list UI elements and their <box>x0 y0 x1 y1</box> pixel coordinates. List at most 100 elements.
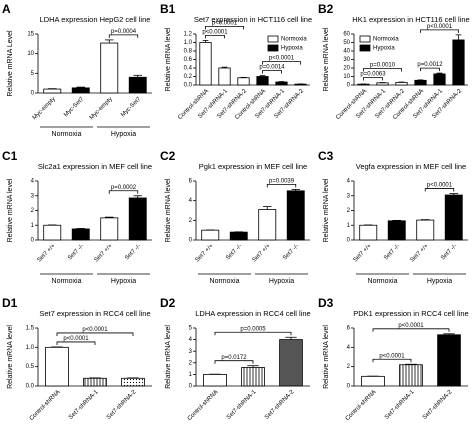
y-tick-label: 4 <box>347 345 351 351</box>
chart-title: LDHA expression HepG2 cell line <box>40 15 151 24</box>
y-axis-label: Relative mRNA level <box>7 178 14 242</box>
bar <box>71 87 90 94</box>
p-value: p<0.0001 <box>63 336 89 342</box>
significance-bracket <box>56 341 96 345</box>
legend-swatch <box>359 44 371 52</box>
y-tick-label: 3 <box>31 193 35 199</box>
significance-bracket <box>420 29 459 33</box>
x-tick-label: Set7 -/- <box>440 243 458 261</box>
y-tick-label: 2 <box>189 360 193 366</box>
y-tick-label: 4 <box>189 198 193 204</box>
group-label: Normoxia <box>52 131 82 138</box>
p-value: p=0.0039 <box>269 178 295 184</box>
bar <box>258 209 277 241</box>
y-tick-label: 40 <box>343 49 350 55</box>
group-label: Hypoxia <box>269 278 294 285</box>
y-tick-label: 10 <box>343 74 350 80</box>
legend-label: Hypoxia <box>373 46 395 52</box>
x-tick-label: Set7 -/- <box>124 243 142 261</box>
y-tick-label: 30 <box>343 57 350 63</box>
x-tick-label: Set7 -/- <box>282 243 300 261</box>
bar <box>237 77 250 86</box>
y-tick-label: 1.2 <box>184 32 193 38</box>
y-axis-label: Relative mRNA level <box>323 27 330 91</box>
p-value: p=0.0010 <box>370 63 396 69</box>
y-tick-label: 2 <box>31 208 35 214</box>
bar <box>437 334 461 387</box>
y-axis-label: Relative mRNA level <box>323 178 330 242</box>
p-value: p=0.0063 <box>360 72 386 78</box>
y-tick-label: 4 <box>189 337 193 343</box>
bar <box>83 377 107 387</box>
y-tick-label: 5 <box>189 326 193 332</box>
p-value: p<0.0001 <box>427 183 453 189</box>
y-tick-label: 15 <box>27 32 34 38</box>
bar <box>43 88 62 94</box>
y-tick-label: 0 <box>31 238 35 244</box>
x-tick-label: Myc-empty <box>89 96 114 121</box>
y-tick-label: 3 <box>347 193 351 199</box>
y-tick-label: 0 <box>189 238 193 244</box>
bar <box>286 190 305 241</box>
p-value: p<0.0001 <box>82 327 108 333</box>
y-tick-label: 6 <box>347 326 351 332</box>
significance-bracket <box>262 70 282 74</box>
significance-bracket <box>372 358 412 363</box>
y-axis-label: Relative mRNA level <box>165 325 172 389</box>
y-axis-label: Relative mRNA Level <box>7 30 14 97</box>
chart-title: HK1 expression in HCT116 cell line <box>352 15 469 24</box>
y-tick-label: 3 <box>189 349 193 355</box>
bar <box>256 76 269 86</box>
x-tick-label: Control-shRNA <box>345 389 378 422</box>
y-tick-label: 1.5 <box>26 326 35 332</box>
x-tick-label: Set7-shRNA-1 <box>384 389 416 421</box>
panel-label: D1 <box>2 296 18 310</box>
bar <box>128 197 147 241</box>
bar <box>395 82 408 86</box>
x-tick-label: Myc-empty <box>32 96 57 121</box>
y-tick-label: 1.0 <box>26 345 35 351</box>
legend-label: Normoxia <box>281 37 307 43</box>
bar <box>387 220 406 241</box>
bar <box>376 82 389 86</box>
group-label: Normoxia <box>52 278 82 285</box>
chart-title: Vegfa expression in MEF cell line <box>356 162 466 171</box>
y-axis-label: Relative mRNA level <box>323 325 330 389</box>
group-label: Normoxia <box>368 278 398 285</box>
y-tick-label: 1 <box>189 372 193 378</box>
bar <box>128 76 147 94</box>
p-value: p<0.0001 <box>269 56 295 62</box>
panel-label: A <box>2 2 11 16</box>
bar <box>241 367 265 387</box>
x-tick-label: Set7 +/+ <box>251 243 272 264</box>
x-tick-label: Set7-shRNA-1 <box>68 389 100 421</box>
bar <box>43 224 62 241</box>
significance-bracket <box>420 67 440 72</box>
y-tick-label: 2 <box>347 208 351 214</box>
legend-swatch <box>267 44 279 52</box>
bar <box>399 364 423 387</box>
y-tick-label: 0.0 <box>184 83 193 89</box>
panel-label: B1 <box>160 2 176 16</box>
significance-bracket <box>363 77 383 81</box>
significance-bracket <box>363 68 402 72</box>
bar <box>359 224 378 241</box>
y-tick-label: 20 <box>343 66 350 72</box>
y-tick-label: 0.2 <box>184 74 193 80</box>
y-tick-label: 5 <box>31 71 35 77</box>
y-tick-label: 0.0 <box>26 384 35 390</box>
bar <box>203 373 227 387</box>
chart-title: Slc2a1 expression in MEF cell line <box>38 162 152 171</box>
panel-label: B2 <box>318 2 334 16</box>
bar <box>444 194 463 241</box>
group-label: Hypoxia <box>111 131 136 138</box>
y-tick-label: 0 <box>189 384 193 390</box>
x-tick-label: Set7 -/- <box>383 243 401 261</box>
significance-bracket <box>266 183 297 188</box>
significance-bracket <box>205 25 244 30</box>
y-axis-label: Relative mRNA level <box>165 27 172 91</box>
bar <box>361 375 385 387</box>
y-tick-label: 0.5 <box>26 364 35 370</box>
panel-label: D2 <box>160 296 176 310</box>
